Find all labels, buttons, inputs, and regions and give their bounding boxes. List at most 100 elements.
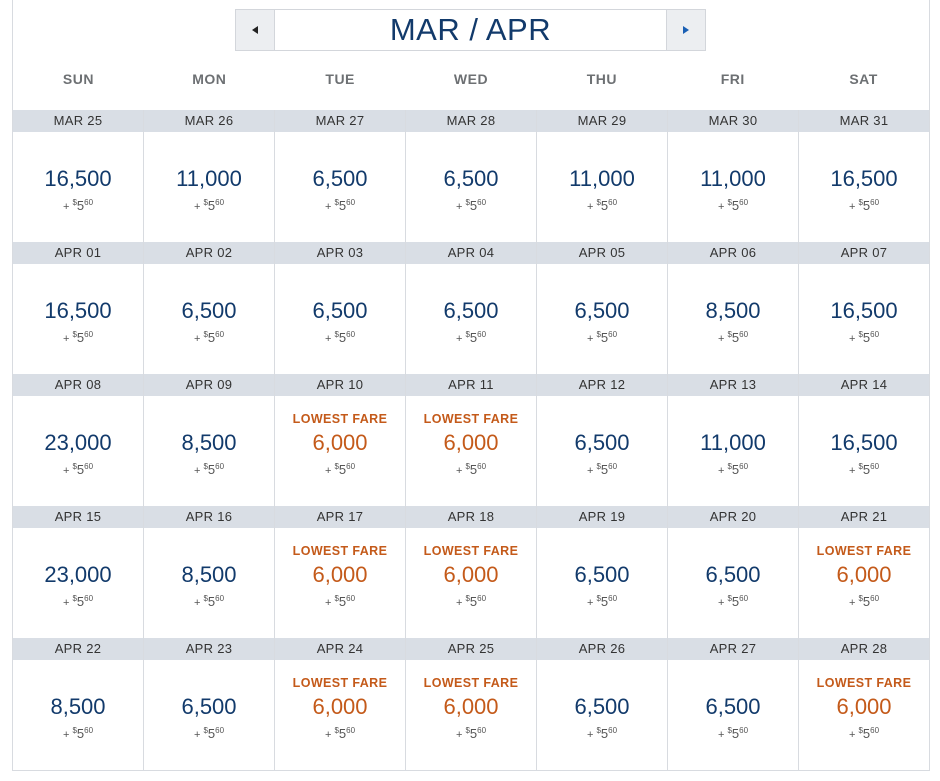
fee-cents: 60	[84, 198, 94, 207]
fee-dollars: 5	[862, 462, 871, 477]
day-cell[interactable]: MAR 27 6,500 + $560	[275, 110, 406, 242]
fee-dollars: 5	[338, 462, 347, 477]
fee-plus: +	[324, 333, 332, 345]
day-cell[interactable]: APR 21 LOWEST FARE 6,000 + $560	[799, 506, 929, 638]
day-cell[interactable]: APR 06 8,500 + $560	[668, 242, 799, 374]
fee-dollars: 5	[338, 594, 347, 609]
fee-plus: +	[848, 465, 856, 477]
day-cell[interactable]: APR 03 6,500 + $560	[275, 242, 406, 374]
fee-currency: $	[727, 726, 732, 735]
day-cell[interactable]: APR 28 LOWEST FARE 6,000 + $560	[799, 638, 929, 770]
triangle-right-icon	[683, 26, 689, 34]
day-cell[interactable]: APR 16 8,500 + $560	[144, 506, 275, 638]
next-month-button[interactable]	[666, 10, 705, 50]
fee-plus: +	[62, 465, 70, 477]
day-cell[interactable]: APR 11 LOWEST FARE 6,000 + $560	[406, 374, 537, 506]
fee-dollars: 5	[76, 726, 85, 741]
day-cell[interactable]: APR 02 6,500 + $560	[144, 242, 275, 374]
fee-amount: + $560	[406, 462, 536, 477]
day-cell[interactable]: APR 10 LOWEST FARE 6,000 + $560	[275, 374, 406, 506]
fee-plus: +	[848, 201, 856, 213]
fee-cents: 60	[477, 330, 487, 339]
day-cell[interactable]: MAR 31 16,500 + $560	[799, 110, 929, 242]
fee-amount: + $560	[406, 198, 536, 213]
miles-price: 6,000	[312, 430, 368, 455]
day-cell[interactable]: APR 13 11,000 + $560	[668, 374, 799, 506]
day-cell[interactable]: APR 09 8,500 + $560	[144, 374, 275, 506]
fee-currency: $	[72, 330, 77, 339]
day-cell[interactable]: APR 25 LOWEST FARE 6,000 + $560	[406, 638, 537, 770]
date-label: APR 11	[406, 374, 536, 396]
day-cell[interactable]: APR 20 6,500 + $560	[668, 506, 799, 638]
date-label: APR 15	[13, 506, 143, 528]
fee-amount: + $560	[799, 726, 929, 741]
day-cell[interactable]: APR 23 6,500 + $560	[144, 638, 275, 770]
day-cell[interactable]: APR 04 6,500 + $560	[406, 242, 537, 374]
date-label: APR 21	[799, 506, 929, 528]
day-cell[interactable]: APR 12 6,500 + $560	[537, 374, 668, 506]
fee-amount: + $560	[799, 462, 929, 477]
fee-plus: +	[848, 597, 856, 609]
fee-cents: 60	[215, 594, 225, 603]
fee-cents: 60	[608, 198, 618, 207]
day-cell[interactable]: APR 22 8,500 + $560	[13, 638, 144, 770]
day-cell[interactable]: APR 24 LOWEST FARE 6,000 + $560	[275, 638, 406, 770]
fee-dollars: 5	[207, 330, 216, 345]
fee-amount: + $560	[144, 594, 274, 609]
fee-currency: $	[858, 594, 863, 603]
day-cell[interactable]: APR 14 16,500 + $560	[799, 374, 929, 506]
fee-amount: + $560	[406, 726, 536, 741]
miles-price: 6,000	[443, 430, 499, 455]
day-cell[interactable]: APR 01 16,500 + $560	[13, 242, 144, 374]
fee-amount: + $560	[275, 594, 405, 609]
fee-amount: + $560	[668, 594, 798, 609]
date-label: APR 10	[275, 374, 405, 396]
fee-amount: + $560	[13, 594, 143, 609]
day-cell[interactable]: APR 18 LOWEST FARE 6,000 + $560	[406, 506, 537, 638]
fee-amount: + $560	[13, 330, 143, 345]
fee-plus: +	[717, 333, 725, 345]
miles-price: 8,500	[181, 562, 237, 587]
fee-dollars: 5	[207, 462, 216, 477]
fee-plus: +	[324, 201, 332, 213]
previous-month-button[interactable]	[236, 10, 275, 50]
fee-dollars: 5	[76, 198, 85, 213]
day-cell[interactable]: APR 07 16,500 + $560	[799, 242, 929, 374]
fee-dollars: 5	[469, 462, 478, 477]
day-cell[interactable]: APR 05 6,500 + $560	[537, 242, 668, 374]
calendar-grid: MAR 25 16,500 + $560 MAR 26 11,000 + $560 MAR …	[13, 110, 929, 770]
fee-cents: 60	[84, 330, 94, 339]
fee-plus: +	[717, 201, 725, 213]
calendar-week-row: APR 01 16,500 + $560 APR 02 6,500 + $560 APR 0…	[13, 242, 929, 374]
fee-amount: + $560	[144, 330, 274, 345]
lowest-fare-badge: LOWEST FARE	[816, 676, 912, 690]
day-cell[interactable]: APR 19 6,500 + $560	[537, 506, 668, 638]
weekday-label: SUN	[62, 71, 94, 87]
fee-cents: 60	[346, 462, 356, 471]
fee-currency: $	[465, 462, 470, 471]
fee-currency: $	[465, 726, 470, 735]
day-cell[interactable]: APR 26 6,500 + $560	[537, 638, 668, 770]
day-cell[interactable]: APR 17 LOWEST FARE 6,000 + $560	[275, 506, 406, 638]
date-label: APR 12	[537, 374, 667, 396]
fee-dollars: 5	[600, 594, 609, 609]
fee-cents: 60	[215, 462, 225, 471]
day-cell[interactable]: MAR 29 11,000 + $560	[537, 110, 668, 242]
miles-price: 16,500	[830, 166, 898, 191]
day-cell[interactable]: APR 08 23,000 + $560	[13, 374, 144, 506]
fee-cents: 60	[608, 594, 618, 603]
day-cell[interactable]: MAR 28 6,500 + $560	[406, 110, 537, 242]
fee-plus: +	[62, 201, 70, 213]
miles-price: 6,000	[443, 694, 499, 719]
day-cell[interactable]: APR 27 6,500 + $560	[668, 638, 799, 770]
date-label: APR 17	[275, 506, 405, 528]
miles-price: 11,000	[176, 166, 242, 191]
miles-price: 8,500	[181, 430, 237, 455]
fee-currency: $	[727, 330, 732, 339]
miles-price: 6,000	[443, 562, 499, 587]
day-cell[interactable]: MAR 30 11,000 + $560	[668, 110, 799, 242]
day-cell[interactable]: MAR 26 11,000 + $560	[144, 110, 275, 242]
miles-price: 6,000	[312, 694, 368, 719]
day-cell[interactable]: MAR 25 16,500 + $560	[13, 110, 144, 242]
day-cell[interactable]: APR 15 23,000 + $560	[13, 506, 144, 638]
